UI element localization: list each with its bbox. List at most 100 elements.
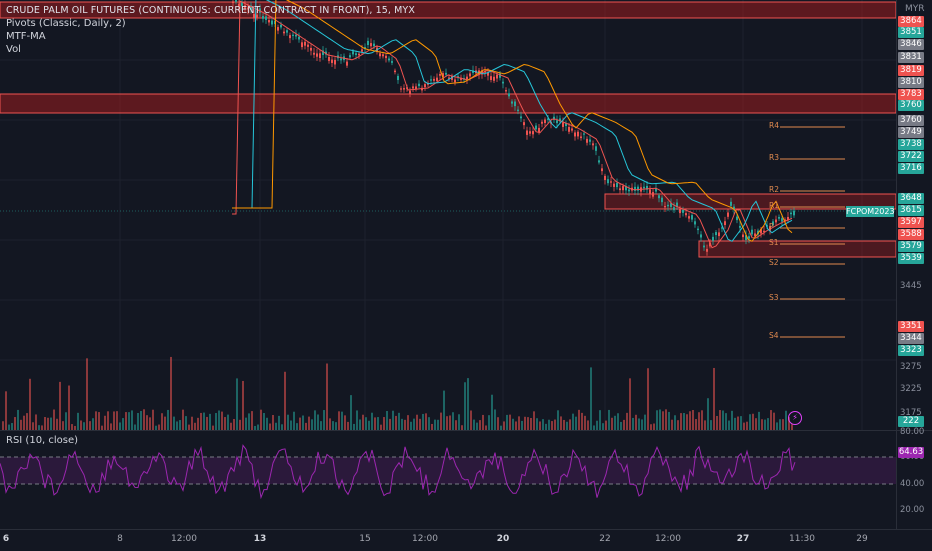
candle-body <box>565 123 567 126</box>
volume-bar <box>140 410 142 430</box>
pivot-label-s3: S3 <box>769 293 779 302</box>
volume-bar <box>674 415 676 430</box>
volume-bar <box>746 421 748 430</box>
volume-bar <box>320 421 322 430</box>
time-tick: 29 <box>856 534 868 544</box>
candle-body <box>646 185 648 190</box>
volume-bar <box>221 411 223 430</box>
candlestick-chart[interactable] <box>0 0 897 430</box>
volume-bar <box>515 421 517 430</box>
time-tick: 15 <box>359 534 371 544</box>
indicator-pivots[interactable]: Pivots (Classic, Daily, 2) <box>6 18 126 29</box>
candle-body <box>784 219 786 222</box>
volume-bar <box>455 420 457 430</box>
volume-bar <box>200 412 202 430</box>
candle-body <box>529 131 531 134</box>
price-tag: 3749 <box>898 127 924 138</box>
volume-bar <box>470 410 472 430</box>
volume-bar <box>332 421 334 430</box>
volume-bar <box>638 418 640 430</box>
candle-body <box>595 146 597 151</box>
volume-bar <box>8 424 10 430</box>
volume-bar <box>506 414 508 430</box>
price-tick: 3445 <box>900 281 922 291</box>
volume-bar <box>539 421 541 430</box>
price-tag: 3588 <box>898 229 924 240</box>
candle-body <box>562 122 564 127</box>
candle-body <box>739 225 741 228</box>
volume-bar <box>416 414 418 430</box>
candle-body <box>697 228 699 231</box>
price-tag: 222 <box>898 416 924 427</box>
volume-bar <box>473 419 475 430</box>
volume-bar <box>440 412 442 430</box>
volume-bar <box>173 416 175 430</box>
time-axis[interactable] <box>0 529 932 551</box>
volume-bar <box>89 421 91 430</box>
volume-bar <box>155 425 157 430</box>
price-pane[interactable] <box>0 0 897 430</box>
candle-body <box>388 58 390 61</box>
volume-bar <box>761 419 763 430</box>
volume-bar <box>5 391 7 430</box>
volume-bar <box>245 417 247 430</box>
candle-body <box>364 47 366 49</box>
candle-body <box>580 136 582 139</box>
candle-body <box>733 206 735 210</box>
volume-bar <box>257 424 259 430</box>
volume-bar <box>353 423 355 430</box>
lightning-icon[interactable]: ⚡ <box>788 411 802 425</box>
ma-mid-line <box>232 0 793 242</box>
volume-bar <box>554 419 556 430</box>
candle-body <box>385 55 387 59</box>
volume-bar <box>308 416 310 430</box>
volume-bar <box>782 419 784 430</box>
rsi-pane[interactable] <box>0 431 896 529</box>
volume-bar <box>182 409 184 430</box>
pane-divider[interactable] <box>0 430 932 431</box>
symbol-title[interactable]: CRUDE PALM OIL FUTURES (CONTINUOUS: CURR… <box>6 5 415 16</box>
volume-bar <box>329 418 331 430</box>
candle-body <box>703 245 705 248</box>
candle-body <box>685 213 687 216</box>
volume-bar <box>656 410 658 430</box>
rsi-line <box>0 444 796 500</box>
candle-body <box>460 77 462 80</box>
volume-bar <box>608 409 610 430</box>
rsi-chart[interactable] <box>0 431 896 529</box>
candle-body <box>541 121 543 124</box>
currency-label[interactable]: MYR <box>905 4 925 14</box>
candle-body <box>352 51 354 55</box>
volume-bar <box>599 410 601 430</box>
indicator-mtf-ma[interactable]: MTF-MA <box>6 31 46 42</box>
rsi-band <box>0 457 896 484</box>
volume-bar <box>113 411 115 430</box>
candle-body <box>574 132 576 137</box>
volume-bar <box>86 358 88 430</box>
candle-body <box>655 188 657 192</box>
candle-body <box>244 5 246 10</box>
volume-bar <box>686 414 688 430</box>
volume-bar <box>335 422 337 430</box>
volume-bar <box>590 367 592 430</box>
price-tick: 3175 <box>900 408 922 418</box>
volume-bar <box>107 411 109 430</box>
volume-bar <box>755 418 757 430</box>
rsi-legend[interactable]: RSI (10, close) <box>6 435 79 446</box>
candle-body <box>370 43 372 47</box>
volume-bar <box>503 421 505 430</box>
volume-bar <box>206 416 208 430</box>
candle-body <box>322 50 324 55</box>
volume-bar <box>95 411 97 430</box>
volume-bar <box>290 420 292 430</box>
price-axis[interactable] <box>896 0 932 430</box>
price-tag: 3851 <box>898 27 924 38</box>
rsi-axis[interactable] <box>896 431 932 529</box>
volume-bar <box>605 420 607 430</box>
volume-bar <box>284 371 286 430</box>
indicator-vol[interactable]: Vol <box>6 44 21 55</box>
candle-body <box>718 232 720 237</box>
volume-bar <box>611 417 613 430</box>
pivot-label-s1: S1 <box>769 238 779 247</box>
